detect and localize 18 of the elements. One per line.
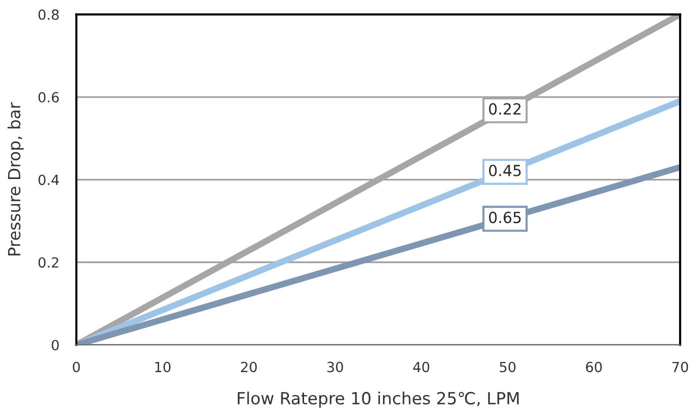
x-tick-label: 70 bbox=[672, 362, 688, 372]
x-tick-label: 50 bbox=[500, 362, 516, 372]
series-label: 0.22 bbox=[489, 103, 520, 115]
y-tick-label: 0.8 bbox=[38, 9, 59, 20]
series-label: 0.65 bbox=[489, 212, 521, 224]
x-tick-label: 30 bbox=[327, 362, 344, 372]
x-tick-label: 40 bbox=[413, 362, 430, 372]
x-tick-label: 20 bbox=[241, 362, 257, 372]
x-axis-title: Flow Ratepre 10 inches 25℃, LPM bbox=[238, 392, 519, 408]
y-tick-label: 0.6 bbox=[38, 92, 59, 103]
y-tick-label: 0.4 bbox=[38, 174, 59, 186]
y-tick-label: 0 bbox=[52, 340, 59, 350]
x-tick-label: 10 bbox=[155, 362, 171, 372]
y-axis-title: Pressure Drop, bar bbox=[8, 102, 24, 256]
series-label: 0.45 bbox=[489, 164, 521, 176]
x-tick-label: 60 bbox=[586, 362, 602, 372]
y-tick-label: 0.2 bbox=[38, 257, 58, 268]
x-tick-label: 0 bbox=[72, 362, 80, 372]
